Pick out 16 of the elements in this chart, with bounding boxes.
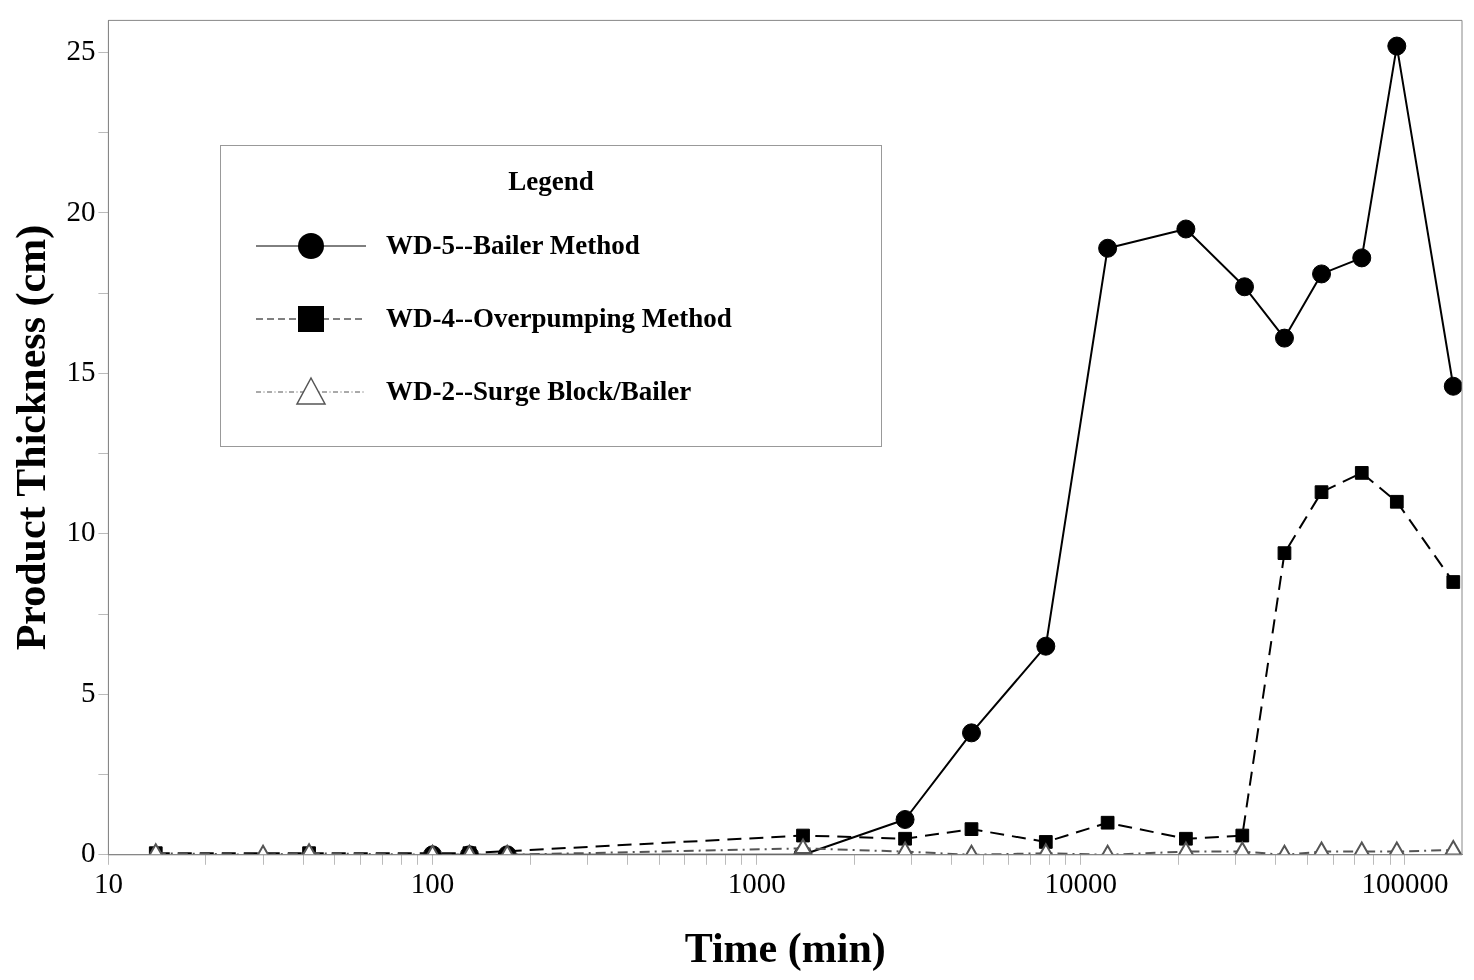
x-axis-title: Time (min): [684, 924, 886, 972]
y-tick-label: 15: [66, 355, 96, 388]
y-tick-label: 20: [66, 194, 96, 227]
x-tick-label: 10000: [1044, 866, 1118, 899]
y-tick-label: 10: [66, 515, 96, 548]
y-tick-label: 5: [80, 675, 96, 708]
x-tick-label: 100000: [1361, 866, 1449, 899]
y-tick-label: 25: [66, 34, 96, 67]
legend-title: Legend: [507, 166, 595, 197]
y-tick-label: 0: [80, 836, 96, 869]
legend-label: WD-5--Bailer Method: [386, 230, 640, 261]
x-tick-label: 1000: [727, 866, 786, 899]
x-tick-label: 100: [410, 866, 455, 899]
legend-label: WD-4--Overpumping Method: [386, 303, 732, 334]
y-axis-title: Product Thickness (cm): [8, 224, 56, 651]
legend-label: WD-2--Surge Block/Bailer: [386, 376, 692, 407]
